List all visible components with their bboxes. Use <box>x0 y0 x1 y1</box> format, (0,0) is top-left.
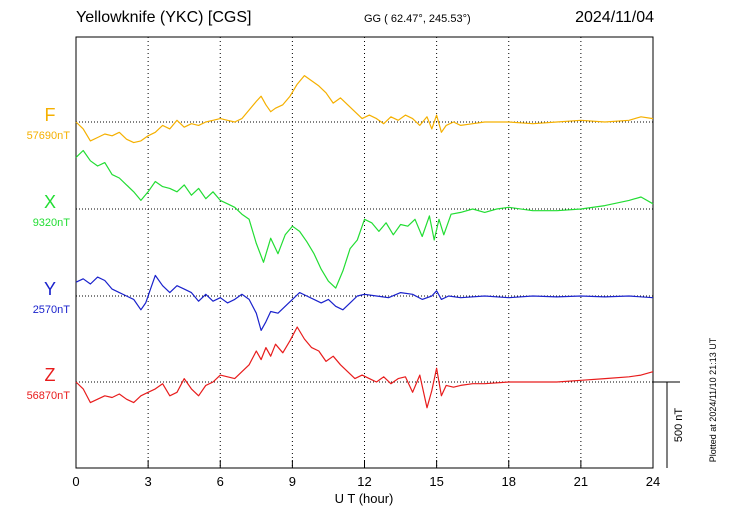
x-tick-label: 12 <box>357 474 371 489</box>
series-line-f <box>75 74 654 144</box>
series-baseline-y: 2570nT <box>33 304 71 316</box>
chart-date: 2024/11/04 <box>575 9 654 26</box>
chart-title: Yellowknife (YKC) [CGS] <box>76 9 252 26</box>
x-tick-label: 21 <box>574 474 588 489</box>
x-tick-label: 0 <box>72 474 79 489</box>
x-tick-label: 6 <box>217 474 224 489</box>
x-tick-label: 24 <box>646 474 660 489</box>
series-baseline-f: 57690nT <box>27 130 71 142</box>
x-tick-label: 15 <box>429 474 443 489</box>
series-name-z: Z <box>45 365 56 385</box>
x-axis-ticks: 0 3 6 9 12 15 18 21 24 <box>72 460 660 489</box>
scale-bar: 500 nT <box>653 381 685 468</box>
series-line-z <box>75 326 654 409</box>
series-baseline-z: 56870nT <box>27 390 71 402</box>
scale-bar-label: 500 nT <box>673 408 685 443</box>
series-name-y: Y <box>44 279 56 299</box>
series-labels: F 57690nT X 9320nT Y 2570nT Z 56870nT <box>27 105 71 402</box>
x-axis-label: U T (hour) <box>335 491 394 506</box>
series-name-x: X <box>44 192 56 212</box>
series-line-y <box>75 274 654 331</box>
series-group <box>75 74 654 409</box>
plotted-note: Plotted at 2024/11/10 21:13 UT <box>708 337 718 462</box>
station-coordinates: GG ( 62.47°, 245.53°) <box>364 13 471 25</box>
grid-lines <box>76 37 653 468</box>
x-tick-label: 9 <box>289 474 296 489</box>
series-line-x <box>75 149 654 289</box>
x-tick-label: 3 <box>145 474 152 489</box>
series-baseline-x: 9320nT <box>33 217 71 229</box>
x-tick-label: 18 <box>502 474 516 489</box>
series-name-f: F <box>45 105 56 125</box>
